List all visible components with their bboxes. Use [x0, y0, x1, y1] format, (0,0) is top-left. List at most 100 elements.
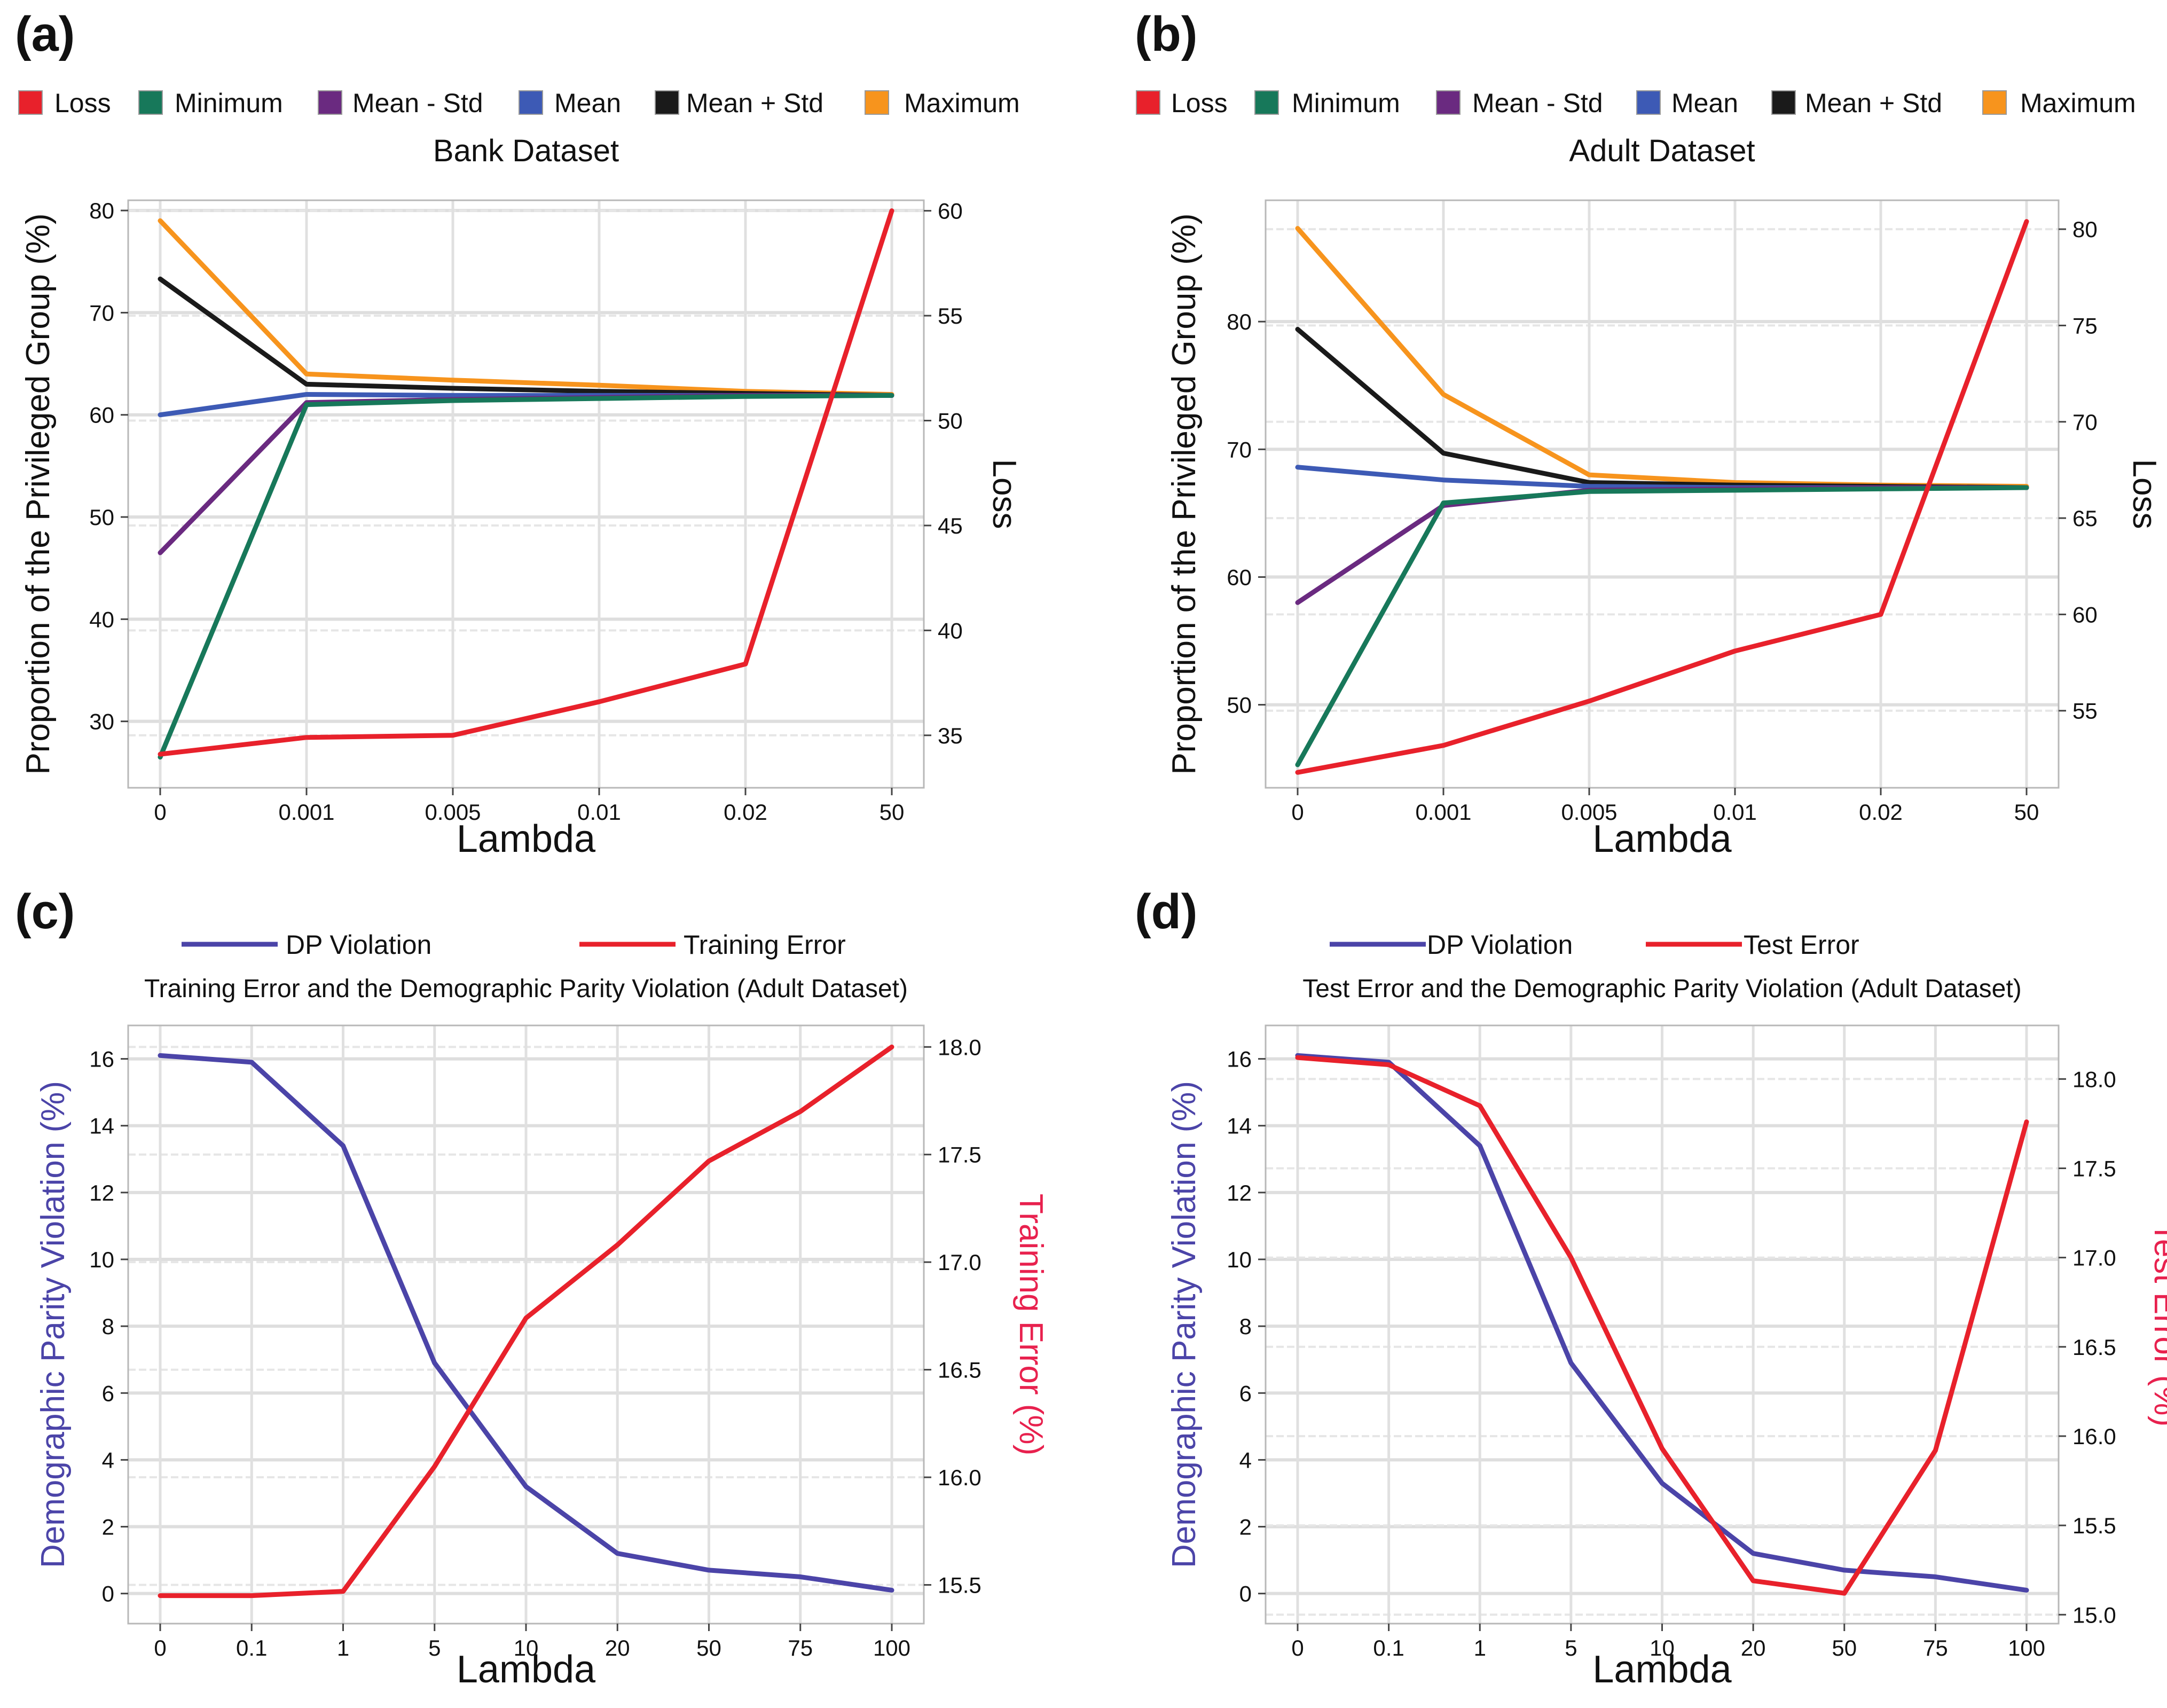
y-tick-label: 8: [102, 1314, 114, 1339]
chart-title: Test Error and the Demographic Parity Vi…: [1302, 975, 2021, 1003]
legend-label: Minimum: [175, 88, 283, 118]
y2-axis-label: Test Error (%): [2147, 1223, 2167, 1427]
y2-tick-label: 15.0: [2072, 1602, 2116, 1627]
y-tick-label: 2: [102, 1515, 114, 1540]
series-line-loss: [1295, 219, 2029, 775]
x-tick-label: 0: [1291, 800, 1304, 825]
series-line-loss: [158, 208, 894, 757]
y2-tick-label: 60: [938, 199, 963, 224]
legend-label: Mean + Std: [686, 88, 823, 118]
x-tick-label: 10: [1650, 1635, 1675, 1660]
y-tick-label: 40: [89, 607, 114, 632]
y-tick-label: 14: [89, 1114, 114, 1139]
y2-tick-label: 50: [938, 409, 963, 434]
x-tick-label: 0: [154, 800, 166, 825]
y-tick-label: 50: [89, 505, 114, 530]
series-line-dp-violation: [1295, 1053, 2029, 1593]
x-tick-label: 50: [880, 800, 905, 825]
series-line-maximum: [158, 218, 894, 397]
y2-tick-label: 16.5: [938, 1358, 982, 1383]
panel-label: (c): [15, 884, 75, 939]
x-tick-label: 5: [428, 1635, 441, 1660]
x-tick-label: 50: [2014, 800, 2039, 825]
y2-axis-label: Training Error (%): [1012, 1194, 1049, 1455]
x-tick-label: 20: [1741, 1635, 1766, 1660]
y-tick-label: 6: [1239, 1381, 1252, 1406]
x-axis-label: Lambda: [1592, 1648, 1732, 1691]
y2-tick-label: 80: [2072, 217, 2098, 242]
y2-tick-label: 35: [938, 723, 963, 748]
y2-tick-label: 17.5: [2072, 1156, 2116, 1181]
x-tick-label: 0.02: [1859, 800, 1903, 825]
series-line-dp-violation: [158, 1053, 894, 1593]
legend-marker: [1771, 90, 1796, 115]
y2-tick-label: 40: [938, 618, 963, 643]
y2-tick-label: 55: [2072, 699, 2098, 724]
y2-tick-label: 60: [2072, 602, 2098, 627]
legend-marker: [18, 90, 43, 115]
chart-panel-d: (d)024681012141615.015.516.016.517.017.5…: [1135, 884, 2167, 1691]
y-tick-label: 2: [1239, 1515, 1252, 1540]
legend-label: Maximum: [2020, 88, 2136, 118]
y-tick-label: 70: [1227, 437, 1252, 462]
y-tick-label: 80: [1227, 309, 1252, 334]
x-tick-label: 0.01: [577, 800, 621, 825]
legend-label: DP Violation: [286, 930, 431, 960]
y-tick-label: 70: [89, 300, 114, 325]
x-tick-label: 0.1: [1373, 1635, 1404, 1660]
y-tick-label: 50: [1227, 693, 1252, 718]
y2-tick-label: 17.0: [938, 1250, 982, 1275]
panel-label: (a): [15, 7, 75, 61]
legend-marker: [655, 90, 679, 115]
x-tick-label: 75: [788, 1635, 813, 1660]
legend-label: DP Violation: [1427, 930, 1573, 960]
y-tick-label: 10: [1227, 1247, 1252, 1272]
legend-label: Loss: [54, 88, 111, 118]
y2-tick-label: 70: [2072, 410, 2098, 435]
y2-tick-label: 16.0: [2072, 1424, 2116, 1449]
x-tick-label: 0.005: [425, 800, 481, 825]
y2-tick-label: 65: [2072, 506, 2098, 531]
legend-marker: [865, 90, 889, 115]
series-line-minimum: [158, 393, 894, 760]
legend-marker: [138, 90, 163, 115]
series-line-test-error: [1295, 1055, 2029, 1596]
y2-tick-label: 15.5: [2072, 1513, 2116, 1538]
legend-label: Mean - Std: [352, 88, 483, 118]
y2-axis-label: Loss: [986, 459, 1023, 529]
y-axis-label: Demographic Parity Violation (%): [1166, 1081, 1203, 1568]
plot-frame: [1265, 199, 2060, 789]
series-line-mean-std: [1295, 485, 2029, 605]
x-tick-label: 75: [1923, 1635, 1948, 1660]
legend-label: Maximum: [904, 88, 1020, 118]
legend-label: Mean: [1671, 88, 1738, 118]
plot-frame: [127, 199, 925, 789]
x-tick-label: 0.01: [1713, 800, 1757, 825]
y-tick-label: 30: [89, 709, 114, 734]
legend-marker: [1436, 90, 1461, 115]
x-tick-label: 50: [1832, 1635, 1857, 1660]
legend-label: Loss: [1171, 88, 1228, 118]
x-tick-label: 1: [1474, 1635, 1486, 1660]
y-axis-label: Proportion of the Privileged Group (%): [1166, 213, 1203, 774]
y-tick-label: 16: [1227, 1047, 1252, 1072]
legend-label: Mean - Std: [1472, 88, 1603, 118]
y2-tick-label: 15.5: [938, 1572, 982, 1597]
series-line-maximum: [1295, 226, 2029, 489]
y-tick-label: 6: [102, 1381, 114, 1406]
x-tick-label: 0.005: [1561, 800, 1617, 825]
legend-marker: [1136, 90, 1160, 115]
y-tick-label: 4: [1239, 1447, 1252, 1472]
y2-tick-label: 18.0: [2072, 1067, 2116, 1092]
panel-label: (d): [1135, 884, 1197, 939]
legend-marker: [519, 90, 543, 115]
chart-panel-b: (b) 50 60 70 80 55 60 65 70 75 80 0 0.001 0.005 0.01 0.…: [1135, 7, 2163, 860]
y2-tick-label: 55: [938, 303, 963, 328]
y-tick-label: 12: [1227, 1180, 1252, 1205]
x-axis-label: Lambda: [1592, 818, 1732, 860]
legend-label: Mean: [554, 88, 621, 118]
x-tick-label: 0.001: [1415, 800, 1471, 825]
y-tick-label: 0: [1239, 1581, 1252, 1607]
x-tick-label: 0: [154, 1635, 166, 1660]
legend-marker: [1982, 90, 2007, 115]
